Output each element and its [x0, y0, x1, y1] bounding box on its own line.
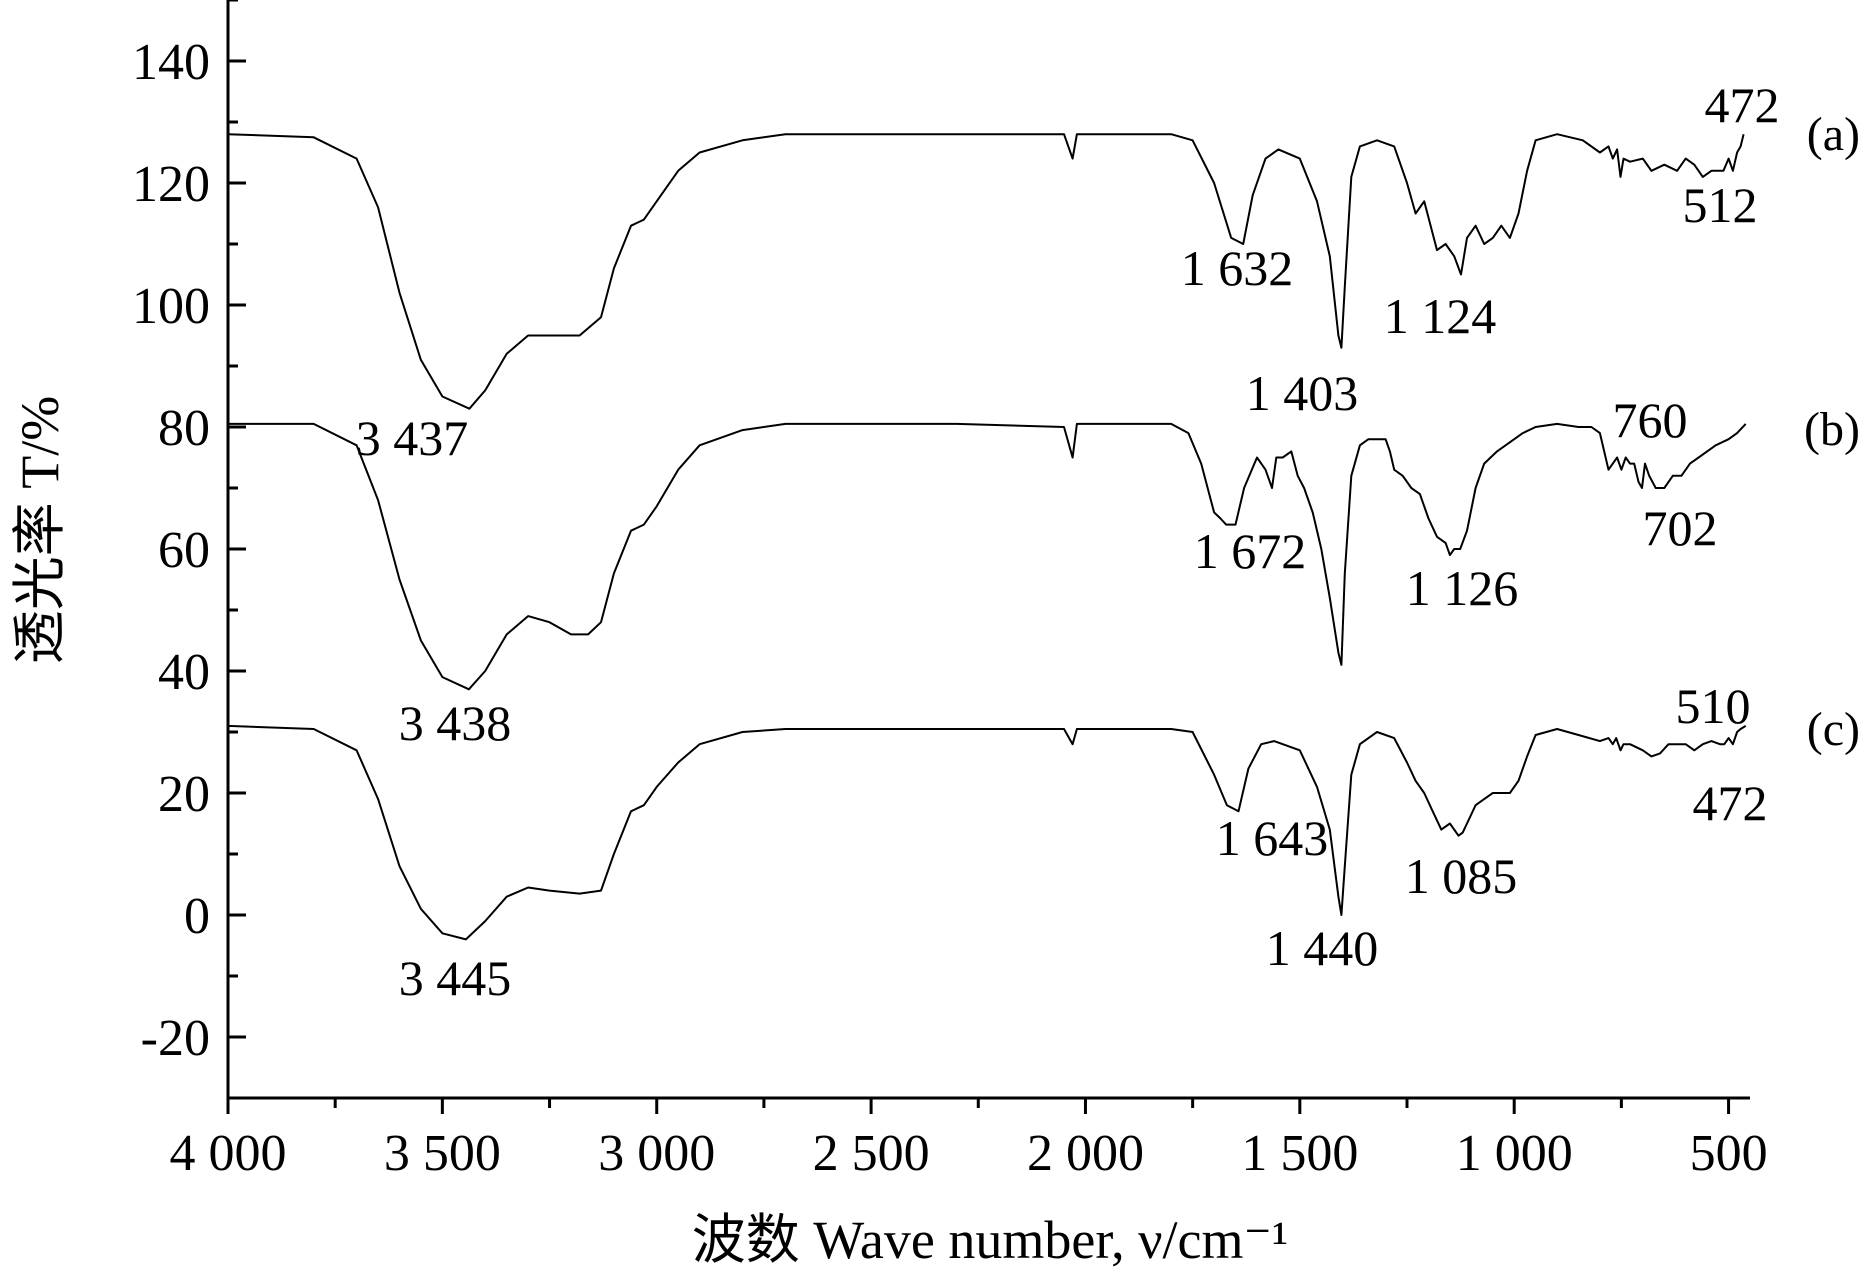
y-tick-label-0: -20: [141, 1010, 210, 1067]
peak-label-5: 512: [1683, 177, 1758, 233]
peak-label-15: 510: [1676, 678, 1751, 734]
series-line-1: [228, 422, 1747, 691]
x-tick-label-2: 3 000: [598, 1125, 715, 1182]
y-tick-label-6: 100: [132, 278, 210, 335]
peak-label-3: 1 124: [1384, 288, 1497, 344]
series-label-2: (c): [1807, 703, 1860, 756]
y-tick-label-3: 40: [158, 644, 210, 701]
peak-label-0: 3 437: [356, 410, 469, 466]
y-tick-label-2: 20: [158, 766, 210, 823]
annotation-group: 3 437 1 632 1 403 1 124 472 512 3 438 1 672 1 12…: [356, 77, 1780, 1006]
series-label-1: (b): [1804, 403, 1860, 456]
x-tick-label-1: 3 500: [384, 1125, 501, 1182]
series-group: (a) (b) (c): [227, 108, 1860, 941]
peak-label-11: 3 445: [399, 950, 512, 1006]
y-tick-label-4: 60: [158, 522, 210, 579]
x-tick-label-6: 1 000: [1456, 1125, 1573, 1182]
x-tick-label-7: 500: [1690, 1125, 1768, 1182]
x-tick-label-5: 1 500: [1241, 1125, 1358, 1182]
x-tick-label-4: 2 000: [1027, 1125, 1144, 1182]
x-ticks: 4 000 3 500 3 000 2 500 2 000 1 500 1 000 500: [170, 1098, 1768, 1182]
y-tick-label-8: 140: [132, 34, 210, 91]
x-tick-label-3: 2 500: [813, 1125, 930, 1182]
peak-label-4: 472: [1705, 77, 1780, 133]
x-tick-label-0: 4 000: [170, 1125, 287, 1182]
peak-label-8: 1 126: [1406, 560, 1519, 616]
series-line-0: [227, 133, 1745, 410]
y-tick-label-1: 0: [184, 888, 210, 945]
peak-label-7: 1 672: [1194, 523, 1307, 579]
y-tick-label-7: 120: [132, 156, 210, 213]
y-axis-title: 透光率 T/%: [10, 396, 70, 664]
peak-label-12: 1 643: [1216, 810, 1329, 866]
peak-label-10: 702: [1643, 500, 1718, 556]
x-axis-title: 波数 Wave number, ν/cm⁻¹: [692, 1210, 1288, 1270]
peak-label-16: 472: [1693, 775, 1768, 831]
series-line-2: [227, 724, 1747, 941]
series-label-0: (a): [1807, 108, 1860, 161]
peak-label-13: 1 440: [1266, 920, 1379, 976]
peak-label-6: 3 438: [399, 695, 512, 751]
peak-label-14: 1 085: [1405, 848, 1518, 904]
plot-area: [226, 0, 1750, 1100]
peak-label-9: 760: [1613, 392, 1688, 448]
peak-label-1: 1 632: [1181, 240, 1294, 296]
y-ticks: -20 0 20 40 60 80 100 120 140: [132, 0, 246, 1100]
y-tick-label-5: 80: [158, 400, 210, 457]
peak-label-2: 1 403: [1246, 365, 1359, 421]
